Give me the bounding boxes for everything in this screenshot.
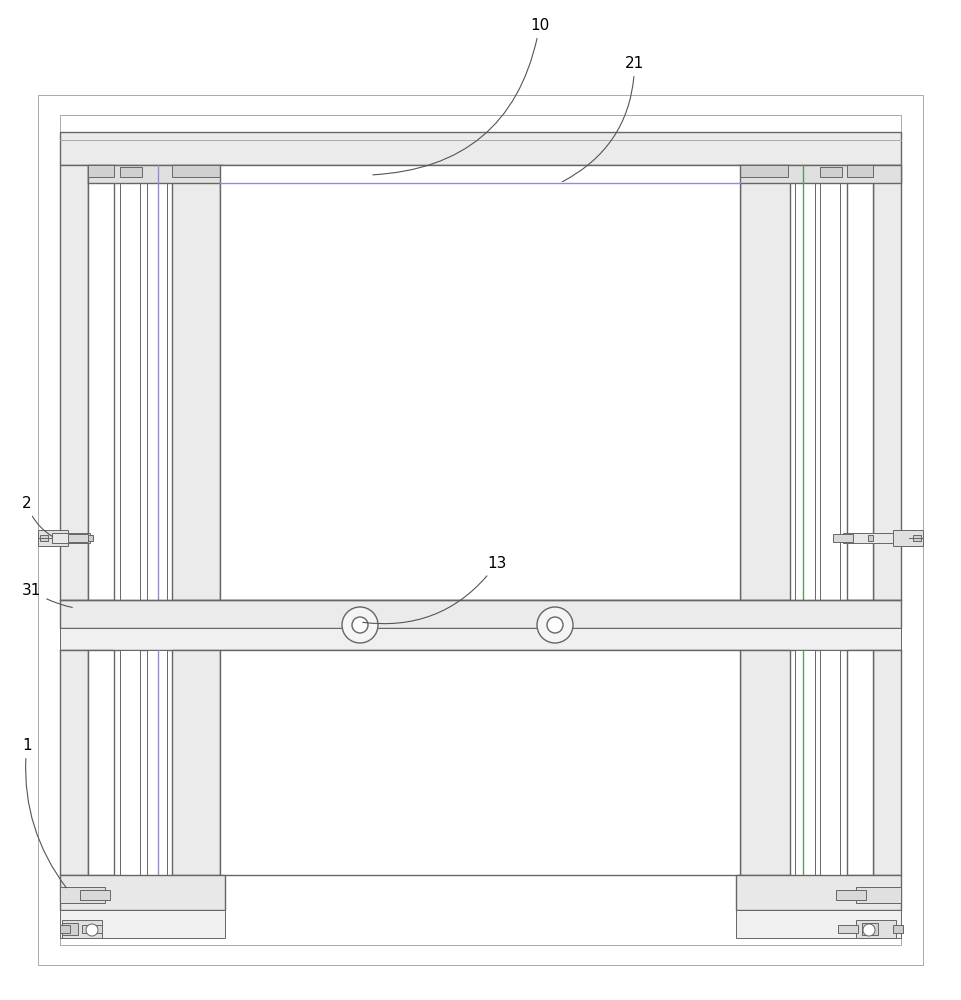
Bar — [820, 180, 840, 600]
Bar — [60, 132, 901, 165]
Bar — [738, 165, 788, 177]
Circle shape — [537, 607, 573, 643]
Bar — [120, 650, 140, 875]
Bar — [740, 165, 790, 600]
Bar — [847, 165, 873, 177]
Bar — [838, 925, 858, 933]
Bar — [820, 167, 842, 177]
Circle shape — [547, 617, 563, 633]
Bar — [847, 650, 873, 875]
Bar — [60, 628, 901, 650]
Bar — [88, 650, 114, 875]
Bar — [82, 925, 102, 933]
Bar — [795, 165, 815, 600]
Bar — [868, 535, 873, 541]
Bar — [172, 165, 220, 177]
Bar — [80, 890, 110, 900]
Bar — [893, 530, 923, 546]
Bar — [736, 875, 901, 910]
Bar — [88, 535, 93, 541]
Bar — [38, 530, 68, 546]
Bar — [856, 887, 901, 903]
Bar — [60, 925, 70, 933]
Circle shape — [863, 924, 875, 936]
Bar — [913, 535, 921, 541]
Bar — [60, 887, 105, 903]
Bar — [60, 115, 901, 945]
Bar — [795, 650, 815, 875]
Bar — [88, 165, 114, 177]
Bar — [40, 535, 48, 541]
Bar — [843, 533, 893, 543]
Bar — [740, 650, 790, 875]
Text: 1: 1 — [22, 738, 66, 888]
Bar — [836, 890, 866, 900]
Bar — [62, 920, 102, 938]
Bar — [833, 534, 853, 542]
Bar — [147, 165, 167, 600]
Bar — [862, 923, 878, 935]
Bar — [60, 600, 901, 628]
Bar — [120, 167, 142, 177]
Bar — [738, 165, 901, 183]
Bar — [88, 165, 223, 183]
Bar — [62, 923, 78, 935]
Bar — [873, 165, 901, 600]
Bar — [220, 650, 740, 875]
Bar — [893, 925, 903, 933]
Bar — [147, 650, 167, 875]
Text: 2: 2 — [22, 496, 53, 537]
Text: 21: 21 — [562, 56, 644, 182]
Circle shape — [352, 617, 368, 633]
Bar — [68, 534, 88, 542]
Circle shape — [86, 924, 98, 936]
Text: 13: 13 — [362, 556, 506, 624]
Text: 31: 31 — [22, 583, 72, 607]
Bar — [856, 920, 896, 938]
Bar — [172, 650, 220, 875]
Bar — [873, 650, 901, 875]
Bar — [847, 165, 873, 600]
Bar — [736, 910, 901, 938]
Bar — [60, 875, 225, 910]
Bar — [52, 533, 90, 543]
Bar — [120, 180, 140, 600]
Circle shape — [342, 607, 378, 643]
Bar — [172, 165, 220, 600]
Bar — [38, 95, 923, 965]
Bar — [60, 910, 225, 938]
Bar — [60, 165, 88, 600]
Text: 10: 10 — [373, 18, 550, 175]
Bar — [88, 165, 114, 600]
Bar — [820, 650, 840, 875]
Bar — [220, 165, 740, 600]
Bar — [60, 650, 88, 875]
